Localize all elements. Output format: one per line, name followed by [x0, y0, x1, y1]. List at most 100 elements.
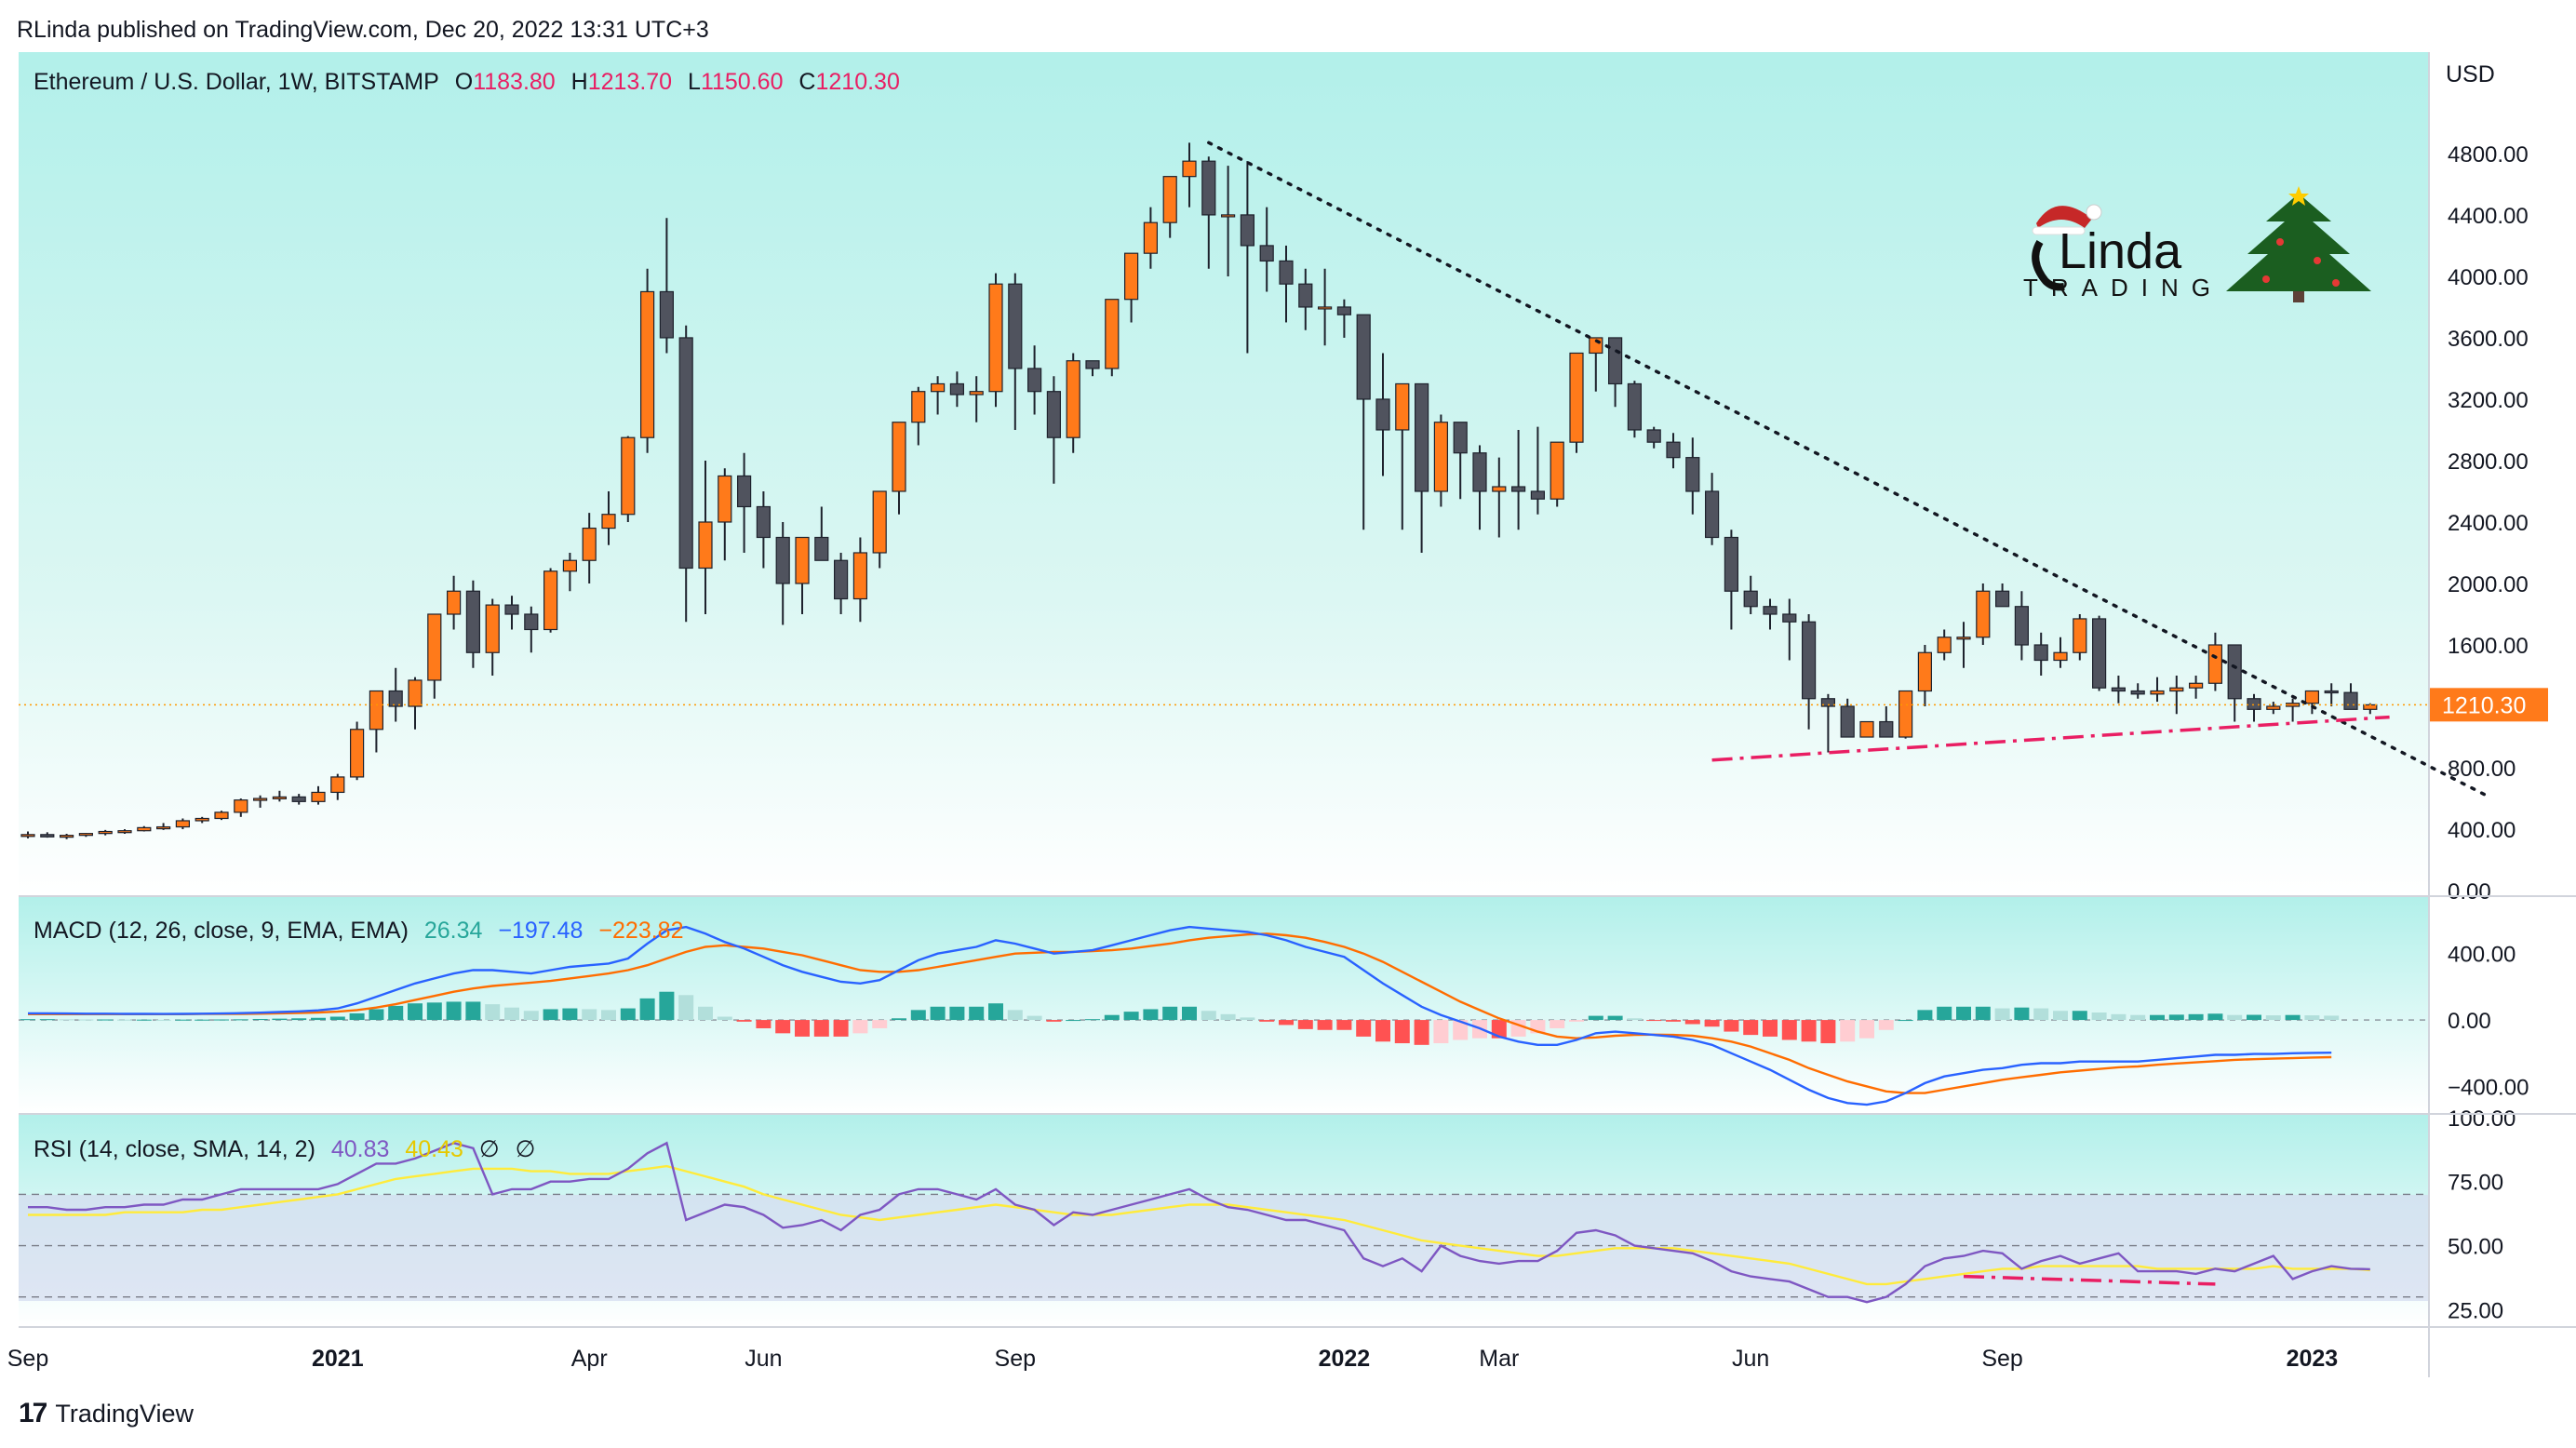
time-axis-label: Jun — [1732, 1346, 1769, 1372]
macd-histogram-bar — [214, 1019, 229, 1021]
last-price-badge — [2429, 688, 2548, 722]
macd-histogram-bar — [117, 1019, 132, 1021]
macd-axis-tick: −400.00 — [2448, 1075, 2529, 1100]
macd-histogram-bar — [1240, 1017, 1255, 1021]
candle-body — [117, 830, 132, 834]
candle-body — [756, 505, 771, 539]
macd-histogram-bar — [756, 1020, 771, 1028]
downtrend-line — [1207, 141, 2489, 798]
macd-histogram-bar — [504, 1007, 519, 1021]
main-legend[interactable]: Ethereum / U.S. Dollar, 1W, BITSTAMP O11… — [34, 69, 909, 96]
macd-histogram-bar — [1162, 1006, 1178, 1021]
macd-legend[interactable]: MACD (12, 26, close, 9, EMA, EMA) 26.34 … — [34, 918, 692, 945]
candle-body — [175, 820, 190, 828]
time-axis-label: Jun — [745, 1346, 782, 1372]
macd-pane[interactable] — [19, 925, 2429, 1106]
candle-body — [1782, 613, 1797, 623]
macd-histogram-bar — [1279, 1020, 1294, 1026]
candle-body — [2304, 690, 2319, 704]
symbol-title[interactable]: Ethereum / U.S. Dollar, 1W, BITSTAMP — [34, 69, 439, 95]
macd-histogram-bar — [582, 1009, 597, 1021]
candle-body — [1433, 422, 1449, 492]
macd-histogram-bar — [1123, 1012, 1139, 1021]
macd-histogram-bar — [1917, 1010, 1933, 1021]
candle-body — [1743, 590, 1758, 608]
macd-histogram-bar — [1975, 1006, 1991, 1021]
macd-histogram-bar — [1588, 1015, 1603, 1021]
macd-histogram-bar — [833, 1020, 849, 1037]
candle-body — [775, 536, 790, 584]
macd-histogram-bar — [2304, 1015, 2320, 1021]
macd-histogram-bar — [601, 1010, 616, 1021]
macd-histogram-bar — [2227, 1014, 2243, 1021]
price-pane[interactable] — [19, 141, 2489, 839]
candle-body — [1395, 382, 1410, 431]
macd-axis-tick: 400.00 — [2448, 943, 2516, 968]
candle-body — [330, 776, 345, 794]
candle-body — [1859, 720, 1874, 738]
rsi-pane[interactable] — [19, 1141, 2429, 1304]
candle-body — [833, 559, 849, 600]
candle-body — [1259, 245, 1274, 262]
macd-histogram-bar — [1763, 1020, 1778, 1037]
time-axis-label: Sep — [7, 1346, 48, 1372]
rsi-legend[interactable]: RSI (14, close, SMA, 14, 2) 40.83 40.43 … — [34, 1135, 544, 1163]
candle-body — [408, 679, 423, 707]
last-price-badge-text: 1210.30 — [2442, 692, 2526, 718]
candle-body — [1492, 486, 1507, 492]
macd-line-value: −197.48 — [498, 918, 584, 944]
rsi-extra-2: ∅ — [515, 1136, 536, 1162]
macd-histogram-bar — [1026, 1015, 1042, 1021]
rsi-axis-tick: 25.00 — [2448, 1298, 2503, 1323]
macd-histogram-bar — [1801, 1020, 1817, 1042]
candle-body — [1046, 391, 1062, 438]
macd-histogram-bar — [252, 1018, 268, 1021]
macd-histogram-bar — [639, 998, 655, 1021]
star-icon — [2288, 186, 2309, 206]
candle-body — [1937, 637, 1952, 653]
rsi-extra-1: ∅ — [478, 1136, 500, 1162]
tradingview-footer[interactable]: 17 TradingView — [19, 1398, 194, 1429]
price-axis-tick: 4400.00 — [2448, 204, 2529, 229]
rsi-title[interactable]: RSI (14, close, SMA, 14, 2) — [34, 1136, 315, 1162]
macd-histogram-bar — [1491, 1020, 1507, 1039]
candle-body — [1356, 314, 1371, 400]
macd-histogram-bar — [1569, 1020, 1584, 1022]
macd-histogram-bar — [2150, 1014, 2165, 1021]
tradingview-brand-text[interactable]: TradingView — [55, 1399, 194, 1428]
macd-histogram-bar — [388, 1005, 404, 1021]
time-axis-label: Sep — [1981, 1346, 2022, 1372]
candle-body — [1976, 590, 1991, 638]
candle-body — [156, 825, 171, 830]
macd-histogram-bar — [1994, 1008, 2010, 1021]
macd-histogram-bar — [1453, 1020, 1469, 1040]
macd-histogram-bar — [2014, 1007, 2030, 1021]
macd-histogram-bar — [485, 1004, 501, 1021]
candle-body — [1317, 306, 1333, 310]
time-axis-label: Sep — [995, 1346, 1036, 1372]
macd-histogram-bar — [272, 1018, 288, 1021]
macd-histogram-bar — [233, 1019, 248, 1021]
macd-histogram-bar — [1394, 1020, 1410, 1044]
macd-title[interactable]: MACD (12, 26, close, 9, EMA, EMA) — [34, 918, 409, 944]
candle-body — [2207, 644, 2222, 684]
rsi-value: 40.83 — [330, 1136, 390, 1162]
macd-histogram-bar — [659, 991, 675, 1021]
candle-body — [195, 817, 209, 822]
macd-histogram-bar — [1433, 1020, 1449, 1044]
candle-body — [427, 613, 442, 681]
tree-trunk — [2293, 291, 2304, 302]
candle-body — [1026, 368, 1042, 393]
candle-body — [1008, 283, 1023, 369]
ornament-icon — [2314, 257, 2321, 264]
candle-body — [659, 290, 675, 339]
macd-histogram-bar — [852, 1020, 868, 1034]
macd-histogram-bar — [1182, 1006, 1197, 1021]
macd-histogram-bar — [349, 1012, 365, 1021]
logo-text-linda: Linda — [2059, 223, 2182, 279]
macd-histogram-bar — [155, 1019, 171, 1021]
candle-body — [2111, 687, 2126, 692]
macd-histogram-bar — [2285, 1014, 2301, 1021]
candle-body — [2169, 687, 2184, 692]
